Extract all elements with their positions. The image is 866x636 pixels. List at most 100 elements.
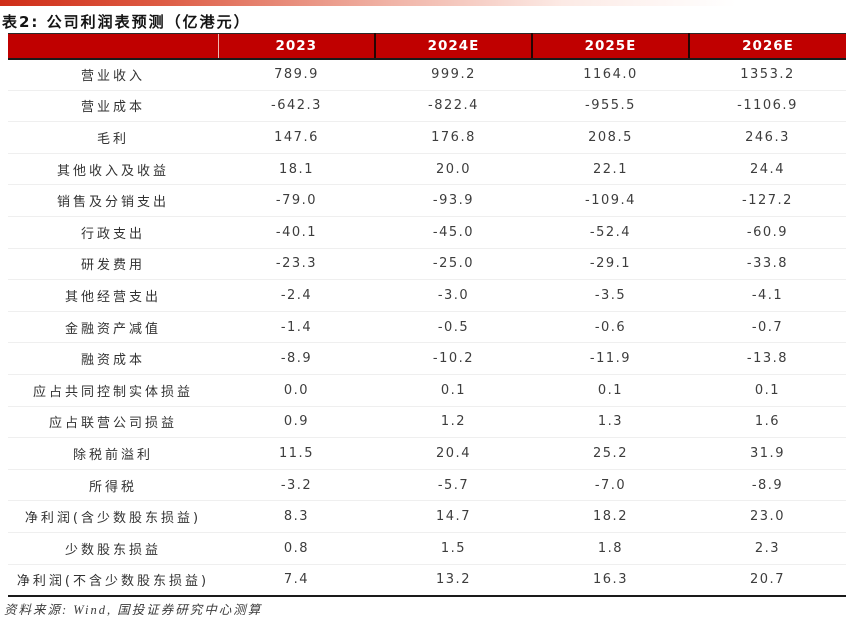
- cell-value: -0.5: [375, 311, 532, 344]
- cell-value: -40.1: [218, 216, 375, 249]
- cell-value: 999.2: [375, 58, 532, 91]
- cell-value: -45.0: [375, 216, 532, 249]
- cell-value: -1.4: [218, 311, 375, 344]
- table-header: 2023 2024E 2025E 2026E: [8, 33, 846, 60]
- cell-value: -109.4: [532, 184, 689, 217]
- cell-value: 24.4: [689, 153, 846, 186]
- cell-value: 8.3: [218, 500, 375, 533]
- table-row: 其他经营支出 -2.4 -3.0 -3.5 -4.1: [8, 279, 846, 312]
- cell-value: 0.0: [218, 374, 375, 407]
- table-title: 表2: 公司利润表预测（亿港元）: [2, 13, 251, 31]
- cell-value: -3.2: [218, 469, 375, 502]
- cell-value: 0.1: [689, 374, 846, 407]
- table-row: 少数股东损益 0.8 1.5 1.8 2.3: [8, 532, 846, 565]
- cell-value: 14.7: [375, 500, 532, 533]
- row-label: 金融资产减值: [8, 311, 218, 344]
- row-label: 净利润(不含少数股东损益): [8, 564, 218, 597]
- row-label: 营业收入: [8, 58, 218, 91]
- cell-value: -0.6: [532, 311, 689, 344]
- cell-value: -25.0: [375, 248, 532, 281]
- cell-value: 13.2: [375, 564, 532, 597]
- table-row: 应占共同控制实体损益 0.0 0.1 0.1 0.1: [8, 374, 846, 407]
- row-label: 少数股东损益: [8, 532, 218, 565]
- cell-value: 16.3: [532, 564, 689, 597]
- cell-value: -8.9: [218, 342, 375, 375]
- table-row: 净利润(含少数股东损益) 8.3 14.7 18.2 23.0: [8, 500, 846, 533]
- row-label: 除税前溢利: [8, 437, 218, 470]
- row-label: 所得税: [8, 469, 218, 502]
- cell-value: -52.4: [532, 216, 689, 249]
- cell-value: -33.8: [689, 248, 846, 281]
- table-row: 营业成本 -642.3 -822.4 -955.5 -1106.9: [8, 90, 846, 123]
- cell-value: 7.4: [218, 564, 375, 597]
- cell-value: 147.6: [218, 121, 375, 154]
- cell-value: 0.1: [532, 374, 689, 407]
- cell-value: -60.9: [689, 216, 846, 249]
- row-label: 毛利: [8, 121, 218, 154]
- cell-value: -0.7: [689, 311, 846, 344]
- table-row: 毛利 147.6 176.8 208.5 246.3: [8, 121, 846, 154]
- cell-value: -642.3: [218, 90, 375, 123]
- row-label: 净利润(含少数股东损益): [8, 500, 218, 533]
- cell-value: 11.5: [218, 437, 375, 470]
- cell-value: 1.3: [532, 406, 689, 439]
- cell-value: -7.0: [532, 469, 689, 502]
- source-note: 资料来源: Wind, 国投证券研究中心测算: [4, 603, 263, 617]
- cell-value: -23.3: [218, 248, 375, 281]
- cell-value: -822.4: [375, 90, 532, 123]
- table-row: 营业收入 789.9 999.2 1164.0 1353.2: [8, 58, 846, 91]
- cell-value: 22.1: [532, 153, 689, 186]
- cell-value: 31.9: [689, 437, 846, 470]
- cell-value: 1.2: [375, 406, 532, 439]
- table-row: 除税前溢利 11.5 20.4 25.2 31.9: [8, 437, 846, 470]
- cell-value: 20.7: [689, 564, 846, 597]
- row-label: 融资成本: [8, 342, 218, 375]
- row-label: 营业成本: [8, 90, 218, 123]
- cell-value: 1.5: [375, 532, 532, 565]
- column-header-2025e: 2025E: [531, 33, 689, 60]
- cell-value: -10.2: [375, 342, 532, 375]
- table-row: 销售及分销支出 -79.0 -93.9 -109.4 -127.2: [8, 184, 846, 217]
- table-row: 行政支出 -40.1 -45.0 -52.4 -60.9: [8, 216, 846, 249]
- table-row: 金融资产减值 -1.4 -0.5 -0.6 -0.7: [8, 311, 846, 344]
- cell-value: 246.3: [689, 121, 846, 154]
- cell-value: 1353.2: [689, 58, 846, 91]
- cell-value: -29.1: [532, 248, 689, 281]
- income-statement-table: 2023 2024E 2025E 2026E 营业收入 789.9 999.2 116…: [8, 33, 846, 597]
- cell-value: 789.9: [218, 58, 375, 91]
- row-label: 应占联营公司损益: [8, 406, 218, 439]
- table-row: 融资成本 -8.9 -10.2 -11.9 -13.8: [8, 342, 846, 375]
- cell-value: 18.2: [532, 500, 689, 533]
- cell-value: 208.5: [532, 121, 689, 154]
- header-row: 2023 2024E 2025E 2026E: [8, 33, 846, 60]
- cell-value: -3.0: [375, 279, 532, 312]
- table-row: 净利润(不含少数股东损益) 7.4 13.2 16.3 20.7: [8, 564, 846, 597]
- cell-value: -4.1: [689, 279, 846, 312]
- cell-value: -127.2: [689, 184, 846, 217]
- cell-value: -11.9: [532, 342, 689, 375]
- cell-value: 0.1: [375, 374, 532, 407]
- cell-value: -8.9: [689, 469, 846, 502]
- table-row: 应占联营公司损益 0.9 1.2 1.3 1.6: [8, 406, 846, 439]
- row-label: 其他经营支出: [8, 279, 218, 312]
- row-label: 研发费用: [8, 248, 218, 281]
- cell-value: 2.3: [689, 532, 846, 565]
- table-row: 所得税 -3.2 -5.7 -7.0 -8.9: [8, 469, 846, 502]
- column-header-2026e: 2026E: [688, 33, 846, 60]
- table-row: 研发费用 -23.3 -25.0 -29.1 -33.8: [8, 248, 846, 281]
- cell-value: 1.6: [689, 406, 846, 439]
- cell-value: 18.1: [218, 153, 375, 186]
- cell-value: -93.9: [375, 184, 532, 217]
- column-header-blank: [8, 33, 218, 60]
- row-label: 销售及分销支出: [8, 184, 218, 217]
- cell-value: 1164.0: [532, 58, 689, 91]
- cell-value: -5.7: [375, 469, 532, 502]
- cell-value: 25.2: [532, 437, 689, 470]
- cell-value: 20.0: [375, 153, 532, 186]
- cell-value: 0.8: [218, 532, 375, 565]
- cell-value: -1106.9: [689, 90, 846, 123]
- column-header-2024e: 2024E: [374, 33, 532, 60]
- cell-value: -2.4: [218, 279, 375, 312]
- cell-value: 176.8: [375, 121, 532, 154]
- top-accent-bar: [0, 0, 866, 6]
